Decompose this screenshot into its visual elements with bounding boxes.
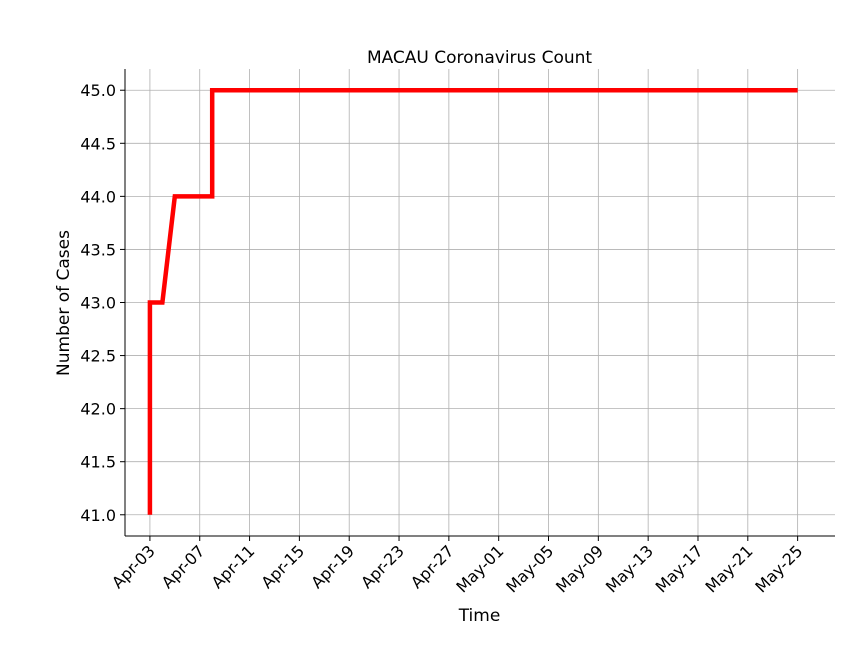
y-axis-title: Number of Cases [54,230,74,376]
series-layer [147,87,798,515]
x-tick-label: Apr-19 [307,541,358,592]
x-tick-label: May-01 [452,541,507,596]
x-tick-label: May-05 [502,541,557,596]
x-axis-ticks: Apr-03 Apr-07 Apr-11 Apr-15 Apr-19 Apr-23 Apr-… [108,536,806,597]
x-tick-label: Apr-27 [407,541,458,592]
y-axis-ticks: 41.0 41.5 42.0 42.5 43.0 43.5 44.0 44.5 45.0 [80,81,125,525]
grid [125,69,835,536]
y-tick-label: 41.0 [80,506,116,525]
y-tick-label: 44.0 [80,187,116,206]
x-tick-label: Apr-03 [108,541,159,592]
y-tick-label: 45.0 [80,81,116,100]
x-tick-label: May-09 [552,541,607,596]
x-tick-label: May-25 [751,541,806,596]
series-line [147,87,798,515]
y-tick-label: 42.5 [80,347,116,366]
y-tick-label: 41.5 [80,453,116,472]
x-tick-label: Apr-11 [208,541,259,592]
x-tick-label: May-13 [602,541,657,596]
x-tick-label: Apr-23 [357,541,408,592]
chart-title: MACAU Coronavirus Count [367,48,592,68]
x-tick-label: Apr-07 [158,541,209,592]
y-tick-label: 43.5 [80,240,116,259]
x-axis-title: Time [458,606,501,626]
x-tick-label: May-17 [652,541,707,596]
y-tick-label: 43.0 [80,294,116,313]
x-tick-label: May-21 [702,541,757,596]
x-tick-label: Apr-15 [257,541,308,592]
y-tick-label: 44.5 [80,134,116,153]
y-tick-label: 42.0 [80,400,116,419]
